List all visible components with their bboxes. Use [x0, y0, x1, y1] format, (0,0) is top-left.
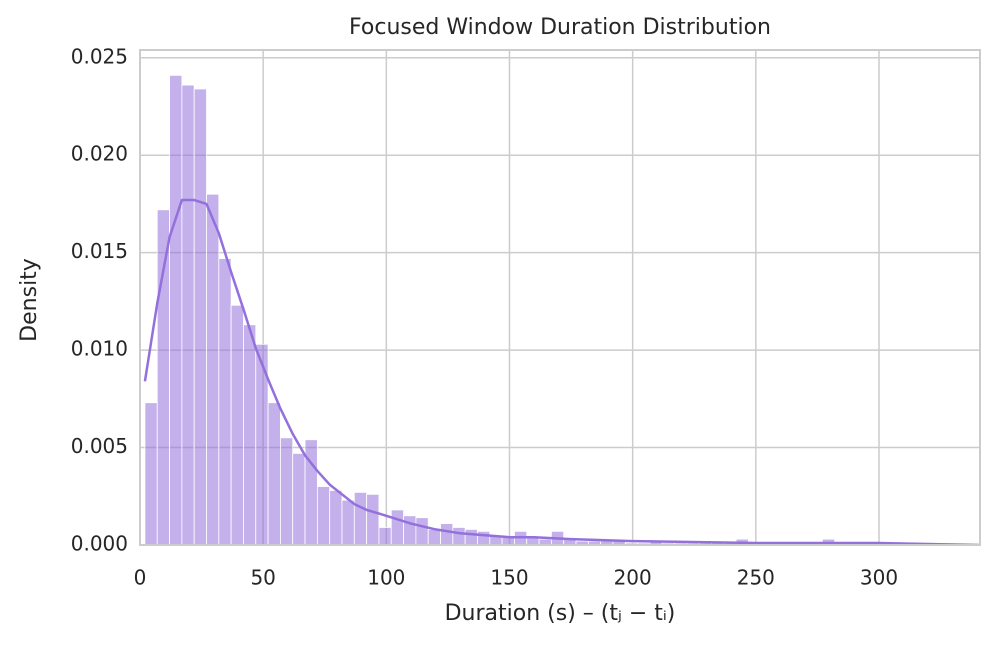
histogram-bar: [353, 491, 368, 545]
x-tick-label: 250: [737, 566, 775, 590]
histogram-bar: [243, 324, 257, 545]
histogram-bar: [440, 523, 454, 545]
tick-labels: 0.000 0.005 0.010 0.015 0.020 0.025 0 50 100 150 2…: [71, 44, 898, 589]
histogram-bar: [464, 529, 478, 545]
histogram-bar: [230, 304, 244, 545]
histogram-bar: [267, 402, 281, 545]
histogram-bar: [452, 527, 466, 545]
x-tick-label: 150: [490, 566, 528, 590]
y-tick-label: 0.015: [71, 239, 128, 263]
histogram-bar: [477, 530, 491, 545]
histogram-bar: [366, 493, 380, 545]
histogram-bar: [156, 209, 170, 545]
histogram-bar: [378, 527, 392, 545]
histogram-bar: [206, 193, 220, 545]
grid: [139, 50, 980, 546]
histogram-bar: [403, 515, 417, 545]
histogram-bar: [415, 517, 429, 545]
y-tick-label: 0.000: [71, 532, 128, 556]
histogram-bar: [193, 88, 207, 545]
y-tick-label: 0.005: [71, 434, 128, 458]
chart-title: Focused Window Duration Distribution: [349, 15, 771, 40]
y-tick-label: 0.020: [71, 142, 128, 166]
histogram-bar: [292, 453, 306, 545]
y-tick-label: 0.010: [71, 337, 128, 361]
kde-line: [143, 198, 980, 545]
y-tick-label: 0.025: [71, 44, 128, 68]
histogram-bar: [181, 84, 195, 545]
y-axis-label: Density: [17, 258, 42, 342]
histogram-bar: [280, 437, 294, 545]
x-tick-label: 300: [860, 566, 898, 590]
x-tick-label: 200: [614, 566, 652, 590]
histogram-bar: [304, 439, 318, 545]
histogram-bar: [390, 509, 404, 545]
x-tick-label: 50: [250, 566, 275, 590]
x-tick-label: 100: [367, 566, 405, 590]
plot-frame: [139, 49, 981, 546]
histogram-bar: [427, 529, 441, 545]
histogram-bar: [329, 490, 343, 545]
histogram-bar: [144, 402, 158, 545]
histogram-bar: [341, 499, 355, 545]
histogram-bar: [218, 258, 232, 545]
x-tick-label: 0: [134, 566, 147, 590]
x-axis-label: Duration (s) – (tⱼ − tᵢ): [445, 601, 676, 626]
histogram-bar: [316, 486, 331, 545]
histogram-bar: [169, 74, 183, 545]
